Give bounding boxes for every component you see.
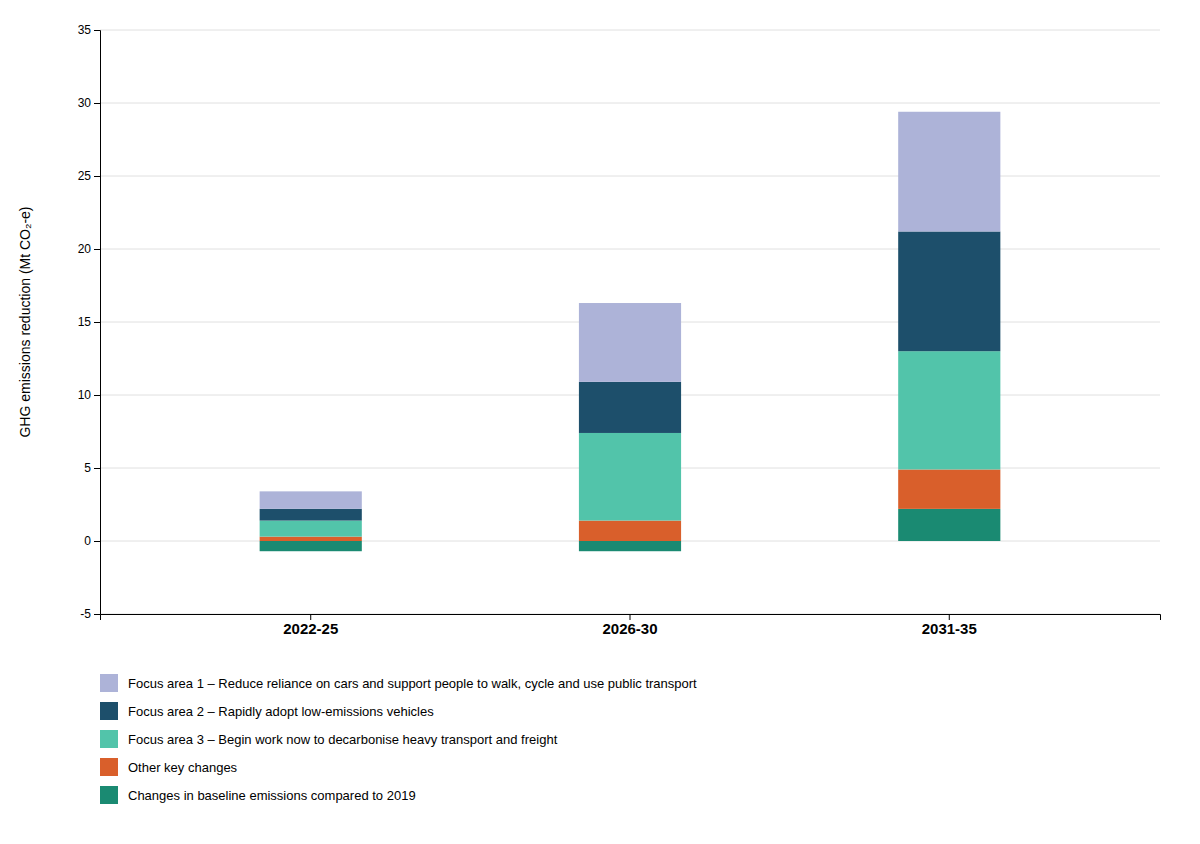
legend-label: Changes in baseline emissions compared t… [128, 788, 416, 803]
legend-item: Focus area 3 – Begin work now to decarbo… [100, 730, 558, 748]
y-tick-label: 35 [78, 23, 92, 37]
y-tick: 30 [78, 96, 100, 110]
x-tick-label: 2026-30 [602, 620, 657, 637]
bar [260, 541, 362, 551]
y-tick-mark [94, 322, 100, 323]
bar [260, 509, 362, 521]
y-tick: -5 [80, 607, 100, 621]
y-tick-mark [94, 30, 100, 31]
grid-line [100, 30, 1160, 31]
bar [579, 382, 681, 433]
legend-item: Changes in baseline emissions compared t… [100, 786, 416, 804]
x-tick: 2022-25 [283, 614, 338, 637]
legend-item: Focus area 1 – Reduce reliance on cars a… [100, 674, 697, 692]
bar [579, 433, 681, 521]
bar [898, 231, 1000, 351]
y-tick-label: 25 [78, 169, 92, 183]
bar [898, 351, 1000, 469]
y-tick: 5 [84, 461, 100, 475]
x-tick-label: 2022-25 [283, 620, 338, 637]
bar [579, 541, 681, 551]
bar [579, 303, 681, 382]
bars [260, 112, 1001, 551]
legend: Focus area 1 – Reduce reliance on cars a… [100, 674, 697, 804]
y-tick-label: 5 [84, 461, 91, 475]
grid-line [100, 249, 1160, 250]
y-tick-label: 0 [84, 534, 91, 548]
bar [898, 469, 1000, 508]
legend-swatch [100, 786, 118, 804]
y-tick-mark [94, 541, 100, 542]
y-tick-mark [94, 614, 100, 615]
bar [898, 509, 1000, 541]
y-tick: 10 [78, 388, 100, 402]
bar [260, 537, 362, 541]
y-tick-label: 30 [78, 96, 92, 110]
legend-swatch [100, 758, 118, 776]
legend-label: Focus area 2 – Rapidly adopt low-emissio… [128, 704, 434, 719]
bar [260, 521, 362, 537]
y-tick-mark [94, 176, 100, 177]
y-tick: 25 [78, 169, 100, 183]
y-tick-mark [94, 468, 100, 469]
x-tick: 2026-30 [602, 614, 657, 637]
legend-item: Other key changes [100, 758, 238, 776]
legend-label: Focus area 1 – Reduce reliance on cars a… [128, 676, 697, 691]
y-tick-mark [94, 395, 100, 396]
legend-swatch [100, 730, 118, 748]
legend-label: Other key changes [128, 760, 238, 775]
x-tick: 2031-35 [922, 614, 977, 637]
y-tick-label: -5 [80, 607, 91, 621]
x-axis: 2022-25 2026-30 2031-35 [101, 614, 1161, 637]
y-tick-label: 20 [78, 242, 92, 256]
y-tick-mark [94, 249, 100, 250]
grid-line [100, 103, 1160, 104]
y-tick: 15 [78, 315, 100, 329]
y-axis-line [94, 31, 101, 615]
y-axis: -5 0 5 10 15 20 25 30 35 [78, 23, 101, 621]
bar [260, 491, 362, 509]
y-tick-mark [94, 103, 100, 104]
series [260, 112, 1001, 509]
plot: -5 0 5 10 15 20 25 30 35 2022-25 2026-30 2031-35 [78, 23, 1161, 636]
legend-label: Focus area 3 – Begin work now to decarbo… [128, 732, 558, 747]
chart: -5 0 5 10 15 20 25 30 35 2022-25 2026-30 2031-35 GHG… [0, 0, 1200, 844]
y-tick-label: 15 [78, 315, 92, 329]
grid [100, 30, 1160, 614]
legend-swatch [100, 702, 118, 720]
y-tick: 0 [84, 534, 100, 548]
y-tick: 35 [78, 23, 100, 37]
legend-swatch [100, 674, 118, 692]
bar [898, 112, 1000, 232]
x-tick-label: 2031-35 [922, 620, 977, 637]
series [260, 231, 1001, 520]
grid-line [100, 176, 1160, 177]
bar [579, 521, 681, 541]
y-tick: 20 [78, 242, 100, 256]
legend-item: Focus area 2 – Rapidly adopt low-emissio… [100, 702, 434, 720]
y-tick-label: 10 [78, 388, 92, 402]
y-axis-title: GHG emissions reduction (Mt CO₂-e) [17, 206, 33, 437]
